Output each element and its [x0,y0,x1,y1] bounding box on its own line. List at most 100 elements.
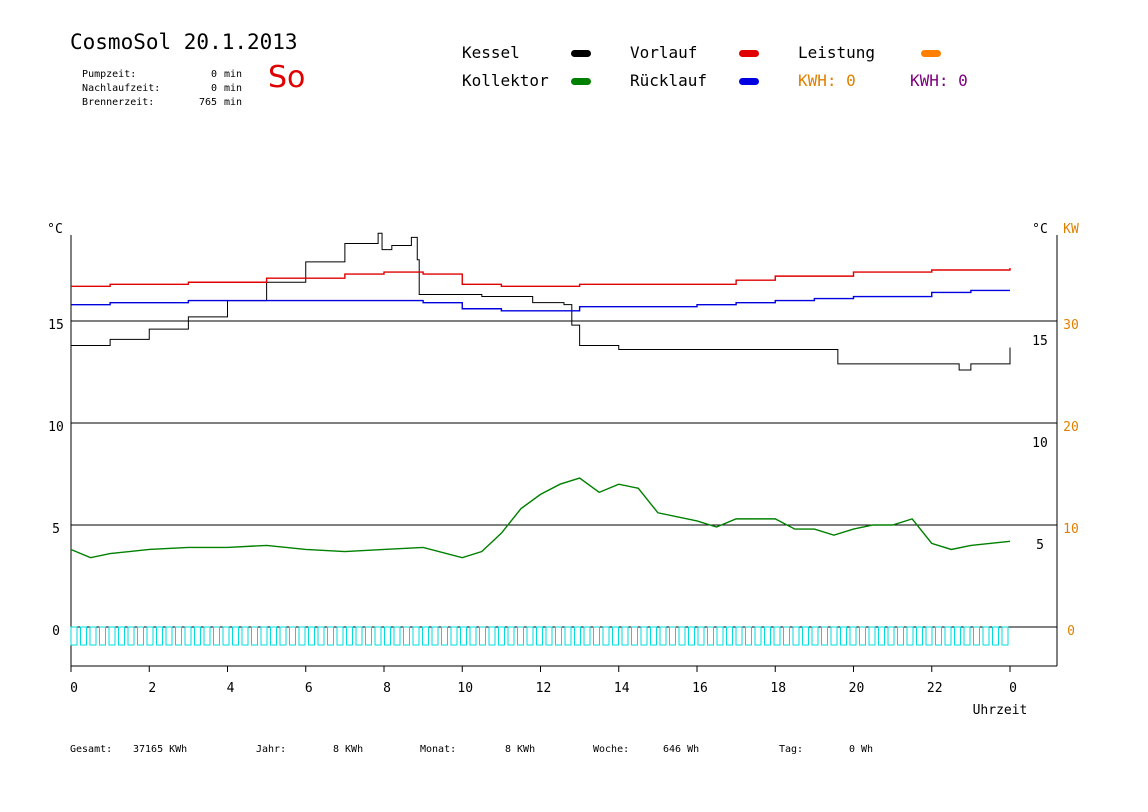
leistung-pulse [925,626,933,646]
leistung-pulse [669,626,676,646]
leistung-pulse [621,626,629,646]
x-tick-label: 8 [383,681,391,696]
leistung-pulse [469,626,477,646]
kwh-label-purple: KWH: 0 [910,71,968,90]
leistung-pulse [783,626,790,646]
leistung-pulse [146,626,154,646]
legend-swatch-ruecklauf [739,78,759,85]
leistung-pulse [308,626,315,646]
leistung-pulse [897,626,904,646]
x-tick-label: 0 [70,681,78,696]
leistung-pulse [213,626,220,646]
leistung-pulse [849,626,857,646]
leistung-pulse [954,626,961,646]
leistung-pulse [194,626,201,646]
leistung-pulse [659,626,667,646]
legend-swatch-kessel [571,50,591,57]
leistung-pulse [241,626,249,646]
x-tick-label: 2 [148,681,156,696]
leistung-pulse [745,626,752,646]
leistung-pulse [327,626,334,646]
leistung-pulse [507,626,515,646]
leistung-pulse [640,626,648,646]
leistung-pulse [916,626,923,646]
leistung-pulse [108,626,116,646]
leistung-pulse [450,626,458,646]
y-kw-tick-label: 10 [1063,522,1079,537]
weekday-label: So [268,60,306,95]
leistung-pulse [346,626,353,646]
leistung-pulse [460,626,467,646]
leistung-pulse [374,626,382,646]
leistung-pulse [716,626,724,646]
leistung-pulse [355,626,363,646]
leistung-pulse [279,626,287,646]
leistung-pulse [80,626,87,646]
leistung-pulse [754,626,762,646]
y-kw-tick-label: 0 [1067,624,1075,639]
footer-month-label: Monat: [420,744,457,755]
leistung-pulse [251,626,258,646]
y-left-tick-label: 5 [52,522,60,537]
leistung-pulse [526,626,534,646]
x-tick-label: 22 [927,681,943,696]
leistung-pulse [336,626,344,646]
leistung-pulse [555,626,562,646]
kwh-label-orange: KWH: 0 [798,71,856,90]
leistung-pulse [963,626,971,646]
leistung-pulse [317,626,325,646]
x-tick-label: 0 [1009,681,1017,696]
x-tick-label: 6 [305,681,313,696]
chart-title: CosmoSol 20.1.2013 [70,30,298,54]
leistung-pulse [232,626,239,646]
leistung-pulse [821,626,828,646]
chart-labels: 0 2 4 6 8 10 12 14 16 18 20 22 0 Uhrzeit 15 10 5 0 °C 15 10 5… [47,222,1079,718]
footer-year-label: Jahr: [256,744,287,755]
leistung-pulse [517,626,524,646]
legend-swatch-leistung [921,50,941,57]
footer-total-value: 37165 KWh [133,744,188,755]
stat-value: 765 [198,97,217,108]
stat-label: Brennerzeit: [82,97,155,108]
leistung-pulse [602,626,610,646]
legend-label-vorlauf: Vorlauf [630,43,698,62]
y-left-tick-label: 15 [48,318,64,333]
legend-label-ruecklauf: Rücklauf [630,71,708,90]
leistung-pulse [697,626,705,646]
series-vorlauf [71,267,1011,288]
footer-total-label: Gesamt: [70,744,113,755]
footer-week-value: 646 Wh [663,744,700,755]
leistung-pulse [764,626,771,646]
pump-time-stat: Pumpzeit: 0 min [70,58,242,80]
leistung-pulse [868,626,876,646]
leistung-pulse [441,626,448,646]
leistung-pulse [583,626,591,646]
run-on-time-stat: Nachlaufzeit: 0 min [70,72,242,94]
leistung-pulse [70,626,78,646]
leistung-pulse [574,626,581,646]
x-axis-label: Uhrzeit [973,703,1028,718]
leistung-pulse [498,626,505,646]
stat-unit: min [224,69,243,80]
stat-label: Nachlaufzeit: [82,83,161,94]
series-leistung [70,626,1009,646]
x-tick-label: 4 [227,681,235,696]
leistung-pulse [735,626,743,646]
chart-grid [70,320,1057,672]
stat-unit: min [224,83,243,94]
footer-year-value: 8 KWh [333,744,364,755]
y-right-tick-label: 10 [1032,436,1048,451]
leistung-pulse [137,626,144,646]
leistung-pulse [536,626,543,646]
x-tick-label: 20 [849,681,865,696]
legend-swatch-kollektor [571,78,591,85]
leistung-pulse [935,626,942,646]
leistung-pulse [488,626,496,646]
x-tick-label: 10 [457,681,473,696]
leistung-pulse [165,626,173,646]
leistung-pulse [840,626,847,646]
y-left-tick-label: 0 [52,624,60,639]
legend-label-leistung: Leistung [798,43,876,62]
leistung-pulse [593,626,600,646]
